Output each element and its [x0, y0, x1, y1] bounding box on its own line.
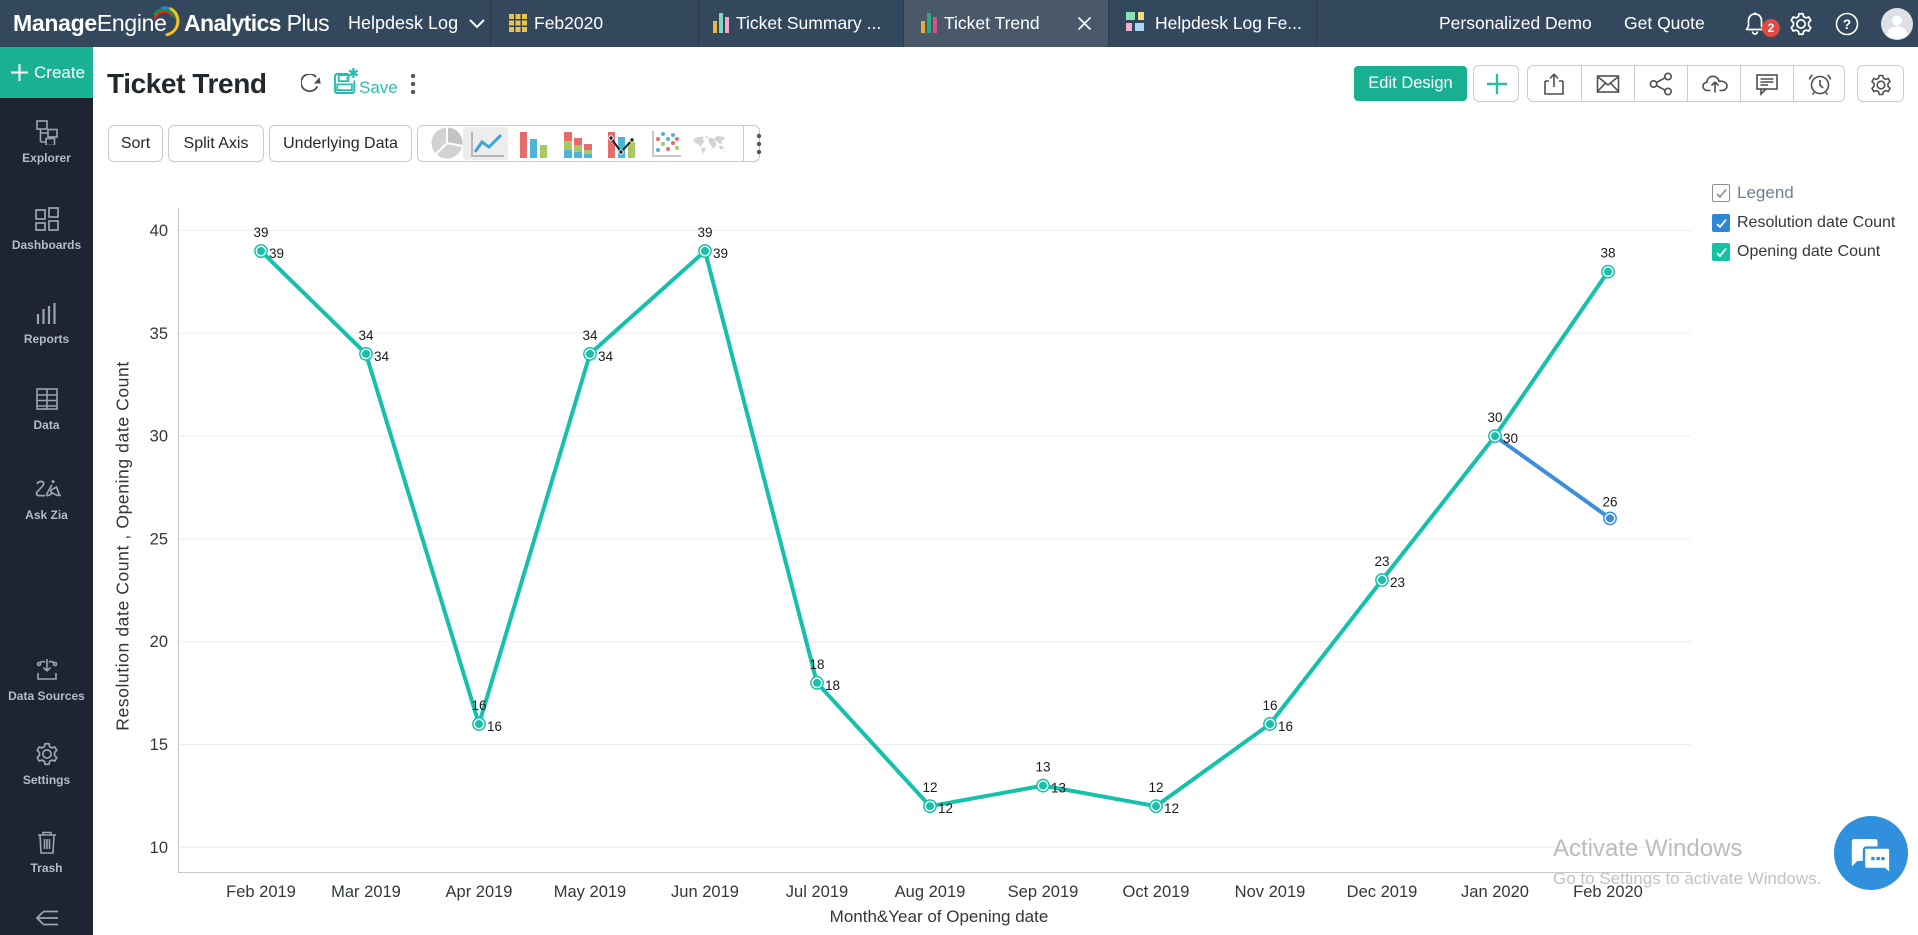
svg-text:40: 40	[150, 222, 168, 240]
svg-text:Mar 2019: Mar 2019	[331, 883, 401, 901]
svg-text:Jan 2020: Jan 2020	[1461, 883, 1529, 901]
svg-text:15: 15	[150, 736, 168, 754]
svg-text:16: 16	[1262, 698, 1277, 713]
svg-text:16: 16	[471, 698, 486, 713]
svg-text:30: 30	[1503, 431, 1518, 446]
svg-text:13: 13	[1051, 781, 1066, 796]
svg-text:10: 10	[150, 839, 168, 857]
svg-text:23: 23	[1390, 575, 1405, 590]
svg-text:?: ?	[1843, 17, 1851, 32]
svg-text:18: 18	[809, 657, 824, 672]
svg-text:34: 34	[374, 349, 390, 364]
svg-text:26: 26	[1602, 494, 1617, 509]
svg-text:12: 12	[1164, 801, 1179, 816]
svg-text:23: 23	[1374, 554, 1389, 569]
svg-text:Jun 2019: Jun 2019	[671, 883, 739, 901]
svg-text:16: 16	[1278, 719, 1293, 734]
svg-text:35: 35	[150, 325, 168, 343]
svg-text:39: 39	[697, 225, 712, 240]
svg-text:34: 34	[598, 349, 614, 364]
svg-text:Feb 2019: Feb 2019	[226, 883, 296, 901]
svg-text:39: 39	[269, 246, 284, 261]
svg-text:Jul 2019: Jul 2019	[786, 883, 848, 901]
svg-text:30: 30	[150, 428, 168, 446]
svg-text:16: 16	[487, 719, 502, 734]
svg-text:12: 12	[938, 801, 953, 816]
svg-text:13: 13	[1035, 760, 1050, 775]
svg-text:18: 18	[825, 678, 840, 693]
svg-text:34: 34	[582, 328, 598, 343]
svg-text:Aug 2019: Aug 2019	[895, 883, 966, 901]
svg-text:39: 39	[253, 225, 268, 240]
svg-text:Nov 2019: Nov 2019	[1235, 883, 1306, 901]
svg-text:25: 25	[150, 530, 168, 548]
svg-text:12: 12	[922, 780, 937, 795]
svg-text:Dec 2019: Dec 2019	[1347, 883, 1418, 901]
svg-text:Sep 2019: Sep 2019	[1008, 883, 1079, 901]
svg-text:20: 20	[150, 633, 168, 651]
svg-text:Feb 2020: Feb 2020	[1573, 883, 1643, 901]
svg-text:Apr 2019: Apr 2019	[446, 883, 513, 901]
svg-text:34: 34	[358, 328, 374, 343]
svg-text:Resolution date Count , Openin: Resolution date Count , Opening date Cou…	[113, 361, 133, 731]
svg-text:12: 12	[1148, 780, 1163, 795]
svg-text:30: 30	[1487, 410, 1502, 425]
svg-text:38: 38	[1600, 246, 1615, 261]
svg-text:May 2019: May 2019	[554, 883, 626, 901]
svg-text:Oct 2019: Oct 2019	[1123, 883, 1190, 901]
svg-text:39: 39	[713, 246, 728, 261]
svg-text:Month&Year of Opening date: Month&Year of Opening date	[830, 907, 1049, 926]
